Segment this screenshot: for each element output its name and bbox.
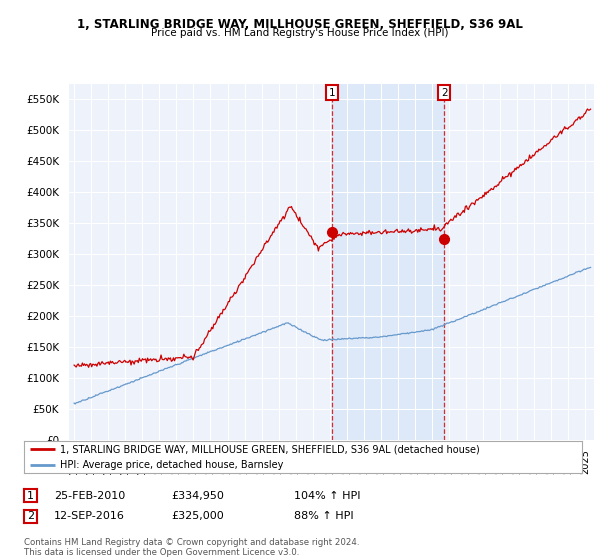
Text: 25-FEB-2010: 25-FEB-2010 — [54, 491, 125, 501]
Text: Contains HM Land Registry data © Crown copyright and database right 2024.
This d: Contains HM Land Registry data © Crown c… — [24, 538, 359, 557]
Text: £325,000: £325,000 — [171, 511, 224, 521]
Text: 88% ↑ HPI: 88% ↑ HPI — [294, 511, 353, 521]
Text: 2: 2 — [27, 511, 34, 521]
Text: £334,950: £334,950 — [171, 491, 224, 501]
Text: 1: 1 — [329, 88, 335, 98]
Bar — [332, 84, 444, 440]
Text: HPI: Average price, detached house, Barnsley: HPI: Average price, detached house, Barn… — [60, 460, 284, 470]
Text: 2: 2 — [441, 88, 448, 98]
Text: 12-SEP-2016: 12-SEP-2016 — [54, 511, 125, 521]
Text: 1: 1 — [27, 491, 34, 501]
Text: 104% ↑ HPI: 104% ↑ HPI — [294, 491, 361, 501]
Text: 1, STARLING BRIDGE WAY, MILLHOUSE GREEN, SHEFFIELD, S36 9AL: 1, STARLING BRIDGE WAY, MILLHOUSE GREEN,… — [77, 18, 523, 31]
Text: 1, STARLING BRIDGE WAY, MILLHOUSE GREEN, SHEFFIELD, S36 9AL (detached house): 1, STARLING BRIDGE WAY, MILLHOUSE GREEN,… — [60, 445, 480, 455]
Text: Price paid vs. HM Land Registry's House Price Index (HPI): Price paid vs. HM Land Registry's House … — [151, 28, 449, 38]
